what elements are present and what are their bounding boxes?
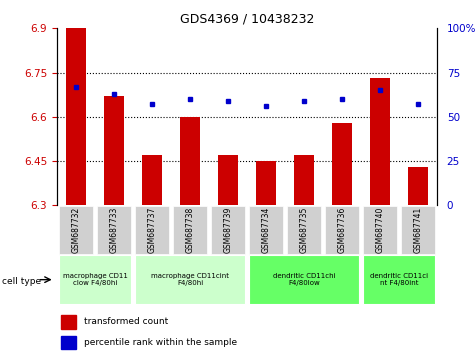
Bar (363, 255, 435, 304)
Bar (401, 206, 435, 255)
Text: GSM687738: GSM687738 (186, 207, 194, 253)
Text: GSM687732: GSM687732 (72, 207, 80, 253)
Bar (370, 79, 390, 205)
Bar (218, 155, 238, 205)
Bar (135, 255, 245, 304)
Text: macrophage CD11cint
F4/80hi: macrophage CD11cint F4/80hi (151, 273, 229, 286)
Bar (408, 167, 428, 205)
Text: macrophage CD11
clow F4/80hi: macrophage CD11 clow F4/80hi (63, 273, 127, 286)
Bar (61, 315, 76, 329)
Text: dendritic CD11chi
F4/80low: dendritic CD11chi F4/80low (273, 273, 335, 286)
Bar (61, 336, 76, 349)
Text: GSM687735: GSM687735 (300, 207, 308, 253)
Bar (66, 28, 86, 205)
Text: GSM687740: GSM687740 (376, 207, 384, 253)
Bar (104, 96, 124, 205)
Text: GSM687734: GSM687734 (262, 207, 270, 253)
Bar (332, 123, 352, 205)
Text: cell type: cell type (2, 277, 41, 286)
Text: GSM687741: GSM687741 (414, 207, 422, 253)
Bar (211, 206, 245, 255)
Bar (97, 206, 131, 255)
Bar (249, 206, 283, 255)
Bar (249, 255, 359, 304)
Bar (325, 206, 359, 255)
Text: GSM687739: GSM687739 (224, 207, 232, 253)
Bar (363, 206, 397, 255)
Title: GDS4369 / 10438232: GDS4369 / 10438232 (180, 13, 314, 26)
Bar (142, 155, 162, 205)
Text: transformed count: transformed count (84, 317, 168, 326)
Text: dendritic CD11ci
nt F4/80int: dendritic CD11ci nt F4/80int (370, 273, 428, 286)
Text: GSM687733: GSM687733 (110, 207, 118, 253)
Bar (294, 155, 314, 205)
Text: GSM687737: GSM687737 (148, 207, 156, 253)
Bar (173, 206, 207, 255)
Bar (256, 161, 276, 205)
Bar (135, 206, 169, 255)
Text: GSM687736: GSM687736 (338, 207, 346, 253)
Text: percentile rank within the sample: percentile rank within the sample (84, 338, 237, 347)
Bar (287, 206, 321, 255)
Bar (180, 117, 200, 205)
Bar (59, 206, 93, 255)
Bar (59, 255, 131, 304)
